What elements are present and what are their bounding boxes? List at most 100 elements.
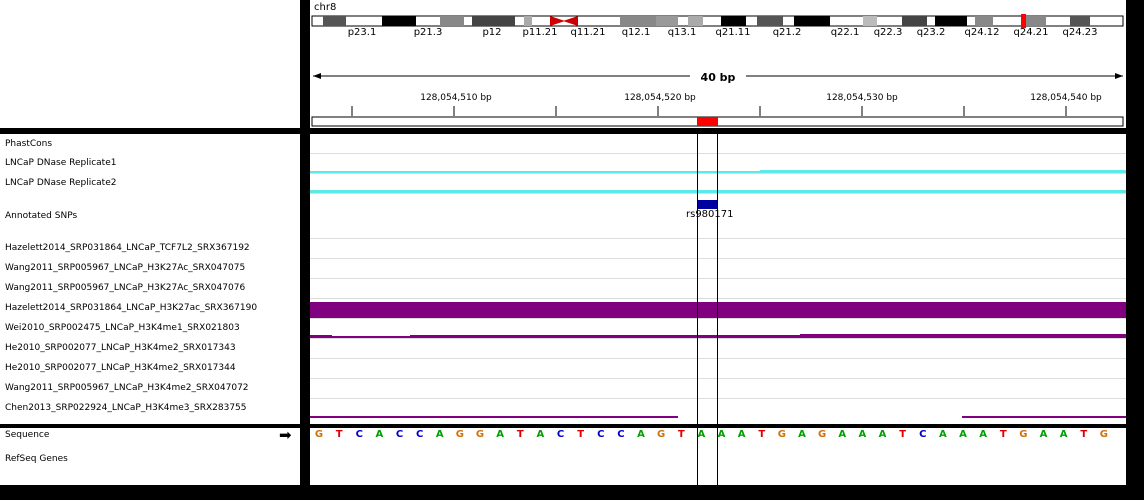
ruler-tick-label: 128,054,520 bp — [624, 93, 696, 103]
sequence-base: C — [617, 429, 625, 440]
sequence-base: A — [979, 429, 987, 440]
h3k4me3-signal — [310, 416, 678, 418]
sequence-base: C — [355, 429, 363, 440]
track-data[interactable] — [310, 134, 1126, 424]
sequence-base: A — [737, 429, 746, 440]
h3k4me1-signal — [410, 335, 800, 338]
band-label: p21.3 — [413, 27, 443, 38]
sequence-base: T — [516, 429, 524, 440]
centromere — [550, 16, 565, 26]
track-name-dnase-rep2[interactable]: LNCaP DNase Replicate2 — [5, 178, 117, 188]
track-name[interactable]: Chen2013_SRP022924_LNCaP_H3K4me3_SRX2837… — [5, 403, 247, 413]
ruler-tick-label: 128,054,510 bp — [420, 93, 492, 103]
sequence-base: G — [455, 429, 464, 440]
track-name[interactable]: He2010_SRP002077_LNCaP_H3K4me2_SRX017344 — [5, 363, 236, 373]
track-name-annotated-snps[interactable]: Annotated SNPs — [5, 211, 78, 221]
sequence-base: A — [838, 429, 847, 440]
sequence-base: G — [777, 429, 786, 440]
snp-feature — [697, 200, 717, 209]
sequence-base: A — [496, 429, 504, 440]
band-label: q23.2 — [916, 27, 946, 38]
sequence-base: A — [717, 429, 726, 440]
dnase-rep1-signal — [310, 171, 760, 173]
dnase-rep1-signal — [760, 170, 1126, 173]
data-panel[interactable]: rs980171 — [310, 134, 1126, 424]
band-label: p12 — [482, 27, 502, 38]
sequence-base: A — [637, 429, 645, 440]
sequence-overlay — [697, 428, 718, 485]
sequence-base: A — [435, 429, 444, 440]
track-name[interactable]: Hazelett2014_SRP031864_LNCaP_H3K27ac_SRX… — [5, 303, 258, 313]
sequence-base: G — [657, 429, 666, 440]
sequence-base: G — [314, 429, 324, 440]
sequence-base: T — [677, 429, 685, 440]
sequence-base: A — [939, 429, 947, 440]
sequence-base: A — [375, 429, 384, 440]
ideogram-bands — [323, 16, 1090, 26]
current-region-marker — [1021, 14, 1026, 28]
track-name[interactable]: He2010_SRP002077_LNCaP_H3K4me2_SRX017343 — [5, 343, 236, 353]
strand-arrow-icon[interactable]: ➡ — [279, 426, 292, 444]
track-name-phastcons[interactable]: PhastCons — [5, 139, 53, 149]
sequence-base: C — [415, 429, 424, 440]
sequence-base: A — [697, 429, 706, 440]
track-name-dnase-rep1[interactable]: LNCaP DNase Replicate1 — [5, 158, 117, 168]
band-label: q21.2 — [772, 27, 802, 38]
sequence-base: A — [959, 429, 967, 440]
ruler-tick-label: 128,054,540 bp — [1030, 93, 1102, 103]
band-label: p23.1 — [347, 27, 377, 38]
track-name[interactable]: Wang2011_SRP005967_LNCaP_H3K27Ac_SRX0470… — [5, 263, 246, 273]
sequence-base: A — [798, 429, 806, 440]
track-name[interactable]: Hazelett2014_SRP031864_LNCaP_TCF7L2_SRX3… — [5, 243, 250, 253]
sequence-base: T — [1080, 429, 1088, 440]
band-label: q12.1 — [621, 27, 651, 38]
sequence-base: C — [919, 429, 927, 440]
ruler-tick-label: 128,054,530 bp — [826, 93, 898, 103]
band-label: q11.21 — [570, 27, 606, 38]
sequence-base: G — [1099, 429, 1108, 440]
span-label: 40 bp — [690, 71, 746, 84]
h3k4me1-signal — [800, 334, 1126, 338]
ideogram[interactable] — [310, 0, 1126, 128]
sequence-names-panel: Sequence ➡ RefSeq Genes — [0, 428, 300, 485]
sequence-base: A — [1039, 429, 1048, 440]
refseq-genes-label[interactable]: RefSeq Genes — [5, 454, 68, 464]
sequence-base: T — [577, 429, 585, 440]
selected-base-marker — [697, 117, 718, 126]
h3k4me3-signal — [962, 416, 1126, 418]
band-label: p11.21 — [522, 27, 558, 38]
sequence-base: G — [475, 429, 485, 440]
ruler-panel[interactable]: chr8 — [310, 0, 1126, 128]
band-label: q24.23 — [1062, 27, 1098, 38]
sequence-base: T — [335, 429, 343, 440]
sequence-base: A — [858, 429, 867, 440]
sequence-base: C — [597, 429, 605, 440]
sequence-base: A — [536, 429, 545, 440]
sequence-track-label[interactable]: Sequence — [5, 430, 50, 440]
band-label: q13.1 — [667, 27, 697, 38]
band-label: q24.21 — [1013, 27, 1049, 38]
track-name[interactable]: Wang2011_SRP005967_LNCaP_H3K4me2_SRX0470… — [5, 383, 249, 393]
band-label: q24.12 — [964, 27, 1000, 38]
track-name[interactable]: Wang2011_SRP005967_LNCaP_H3K27Ac_SRX0470… — [5, 283, 246, 293]
sequence-base: G — [1019, 429, 1028, 440]
sequence-base: C — [395, 429, 404, 440]
sequence-base: T — [899, 429, 907, 440]
sequence-base: T — [758, 429, 766, 440]
band-label: q21.11 — [715, 27, 751, 38]
sequence-base: A — [1059, 429, 1068, 440]
sequence-base: T — [999, 429, 1007, 440]
chromosome-label: chr8 — [314, 2, 337, 13]
centromere — [563, 16, 578, 26]
sequence-base: A — [878, 429, 887, 440]
track-names-panel: PhastCons LNCaP DNase Replicate1 LNCaP D… — [0, 134, 300, 424]
track-name-header-panel — [0, 0, 300, 128]
track-name[interactable]: Wei2010_SRP002475_LNCaP_H3K4me1_SRX02180… — [5, 323, 240, 333]
snp-label[interactable]: rs980171 — [686, 209, 734, 220]
h3k4me1-signal — [310, 335, 332, 338]
h3k4me1-signal — [332, 336, 410, 338]
band-label: q22.1 — [830, 27, 860, 38]
sequence-base: G — [818, 429, 827, 440]
sequence-base: C — [556, 429, 565, 440]
